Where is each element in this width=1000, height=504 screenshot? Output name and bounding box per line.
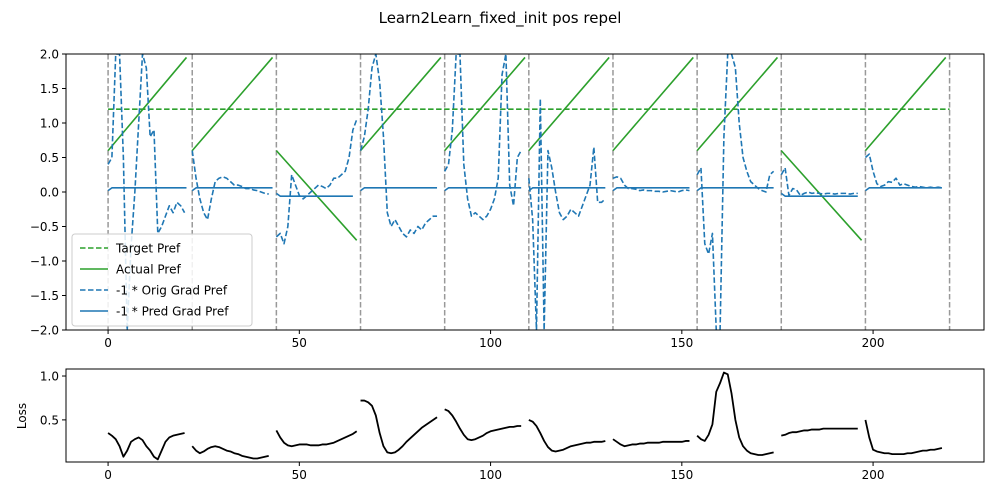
x-tick-label: 50 — [292, 468, 307, 482]
series-line-loss — [275, 429, 358, 448]
series-line-1-pred-grad-pref — [275, 192, 353, 197]
series-line-1-orig-grad-pref — [864, 153, 943, 189]
y-tick-label: −1.0 — [30, 255, 59, 269]
series-line-1-orig-grad-pref — [612, 176, 690, 193]
y-tick-label: −0.5 — [30, 220, 59, 234]
legend-box — [71, 233, 253, 327]
series-line-loss — [864, 419, 943, 456]
series-line-actual-pref — [612, 56, 694, 152]
y-tick-label: 1.0 — [40, 117, 59, 131]
bottom-y-axis-label: Loss — [15, 403, 29, 429]
top-line-chart: 0 50 100 150 200 −2.0 −1.5 −1.0 −0.5 0.0 0.5 1.0 1.5… — [30, 48, 985, 350]
y-tick-label: −1.5 — [30, 289, 59, 303]
series-line-loss — [612, 438, 690, 448]
bottom-loss-chart: 0 50 100 150 200 0.5 1.0 — [40, 368, 985, 482]
y-tick-label: −2.0 — [30, 324, 59, 338]
legend-label: -1 * Pred Grad Pref — [116, 305, 229, 319]
series-line-1-pred-grad-pref — [612, 187, 690, 192]
plot-frame — [65, 368, 985, 463]
series-line-1-orig-grad-pref — [359, 54, 438, 238]
legend-label: -1 * Orig Grad Pref — [116, 284, 228, 298]
series-line-1-orig-grad-pref — [191, 150, 269, 221]
series-line-actual-pref — [864, 56, 947, 152]
x-tick-label: 50 — [292, 336, 307, 350]
series-line-loss — [781, 427, 858, 437]
series-line-1-pred-grad-pref — [780, 192, 858, 197]
series-line-loss — [696, 371, 774, 456]
x-tick-label: 0 — [104, 468, 112, 482]
series-line-1-pred-grad-pref — [444, 187, 522, 192]
legend-label: Target Pref — [115, 242, 181, 256]
series-line-1-pred-grad-pref — [107, 187, 187, 192]
series-line-1-orig-grad-pref — [107, 54, 186, 330]
x-tick-label: 0 — [104, 336, 112, 350]
series-line-1-orig-grad-pref — [780, 167, 858, 197]
series-line-1-orig-grad-pref — [443, 54, 522, 221]
series-line-loss — [444, 408, 522, 441]
series-line-actual-pref — [107, 56, 188, 152]
legend: Target Pref Actual Pref -1 * Orig Grad Pre… — [71, 233, 253, 327]
series-line-actual-pref — [528, 56, 610, 152]
legend-label: Actual Pref — [116, 263, 181, 277]
series-line-1-orig-grad-pref — [696, 54, 775, 330]
series-line-1-pred-grad-pref — [696, 187, 774, 192]
series-line-1-pred-grad-pref — [864, 187, 942, 192]
x-tick-label: 150 — [670, 336, 693, 350]
series-line-actual-pref — [359, 56, 442, 152]
series-line-loss — [107, 432, 185, 461]
series-line-loss — [360, 399, 438, 455]
series-line-1-pred-grad-pref — [360, 187, 438, 192]
series-line-loss — [191, 445, 269, 460]
series-line-actual-pref — [191, 56, 274, 152]
x-tick-label: 100 — [479, 336, 502, 350]
x-tick-label: 150 — [670, 468, 693, 482]
series-line-1-pred-grad-pref — [191, 187, 273, 192]
series-line-1-pred-grad-pref — [528, 187, 606, 192]
y-tick-label: 1.5 — [40, 82, 59, 96]
y-tick-label: 0.5 — [40, 151, 59, 165]
series-line-1-orig-grad-pref — [528, 98, 606, 330]
series-line-actual-pref — [444, 56, 526, 152]
x-tick-label: 200 — [862, 468, 885, 482]
y-tick-label: 0.0 — [40, 186, 59, 200]
series-line-loss — [528, 419, 606, 453]
x-tick-label: 100 — [479, 468, 502, 482]
x-tick-label: 200 — [862, 336, 885, 350]
chart-title: Learn2Learn_fixed_init pos repel — [379, 9, 622, 28]
y-tick-label: 2.0 — [40, 48, 59, 62]
y-tick-label: 1.0 — [40, 370, 59, 384]
series-line-1-orig-grad-pref — [275, 119, 358, 245]
y-tick-label: 0.5 — [40, 413, 59, 427]
